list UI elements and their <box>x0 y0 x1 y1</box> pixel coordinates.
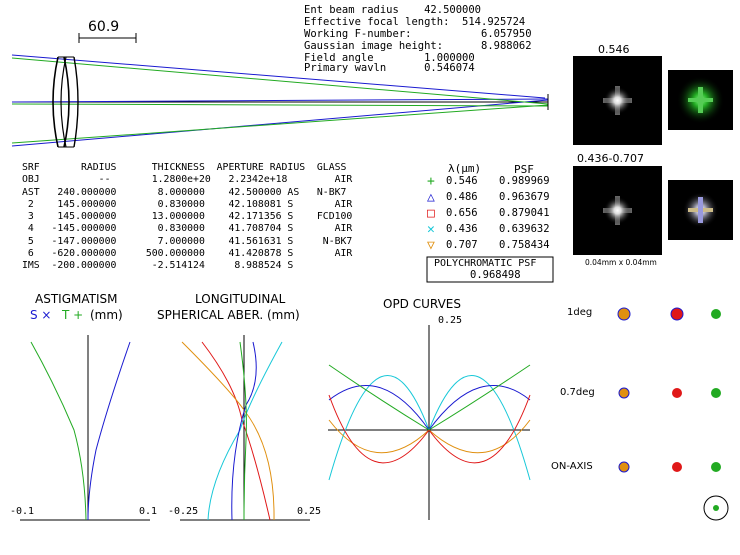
working-f-number: Working F-number: 6.057950 <box>304 28 532 40</box>
spot-label-on-axis: ON-AXIS <box>551 461 593 472</box>
psf-wavelength: 0.707 <box>446 239 478 251</box>
psf-value: 0.879041 <box>499 207 550 219</box>
psf-symbol: + <box>427 174 435 189</box>
psf-value: 0.989969 <box>499 175 550 187</box>
psf-wavelength: 0.656 <box>446 207 478 219</box>
astigmatism-title: ASTIGMATISM <box>35 292 118 306</box>
astig-legend-s: S × <box>30 308 52 322</box>
longitudinal-title: LONGITUDINAL <box>195 292 286 306</box>
astig-legend-t: T + <box>62 308 84 322</box>
table-row: 4 -145.000000 0.830000 41.708704 S AIR <box>22 223 353 235</box>
psf-value: 0.963679 <box>499 191 550 203</box>
psf-label-bottom: 0.436-0.707 <box>577 152 644 165</box>
scale-bar-label: 60.9 <box>88 19 120 35</box>
psf-symbol: △ <box>427 190 435 205</box>
opd-title: OPD CURVES <box>383 297 461 311</box>
long-xmax-label: 0.25 <box>297 506 322 517</box>
spot-diagram-on-axis <box>618 461 729 521</box>
primary-wavelength: Primary wavln 0.546074 <box>304 62 475 74</box>
psf-image-color-bottom <box>668 180 733 240</box>
psf-wavelength: 0.486 <box>446 191 478 203</box>
psf-label-top: 0.546 <box>598 43 630 56</box>
spot-diagram-07deg <box>618 387 721 399</box>
ent-beam-radius: Ent beam radius 42.500000 <box>304 4 482 16</box>
psf-image-color-top <box>668 70 733 130</box>
psf-symbol: ✕ <box>427 222 435 237</box>
table-row: OBJ -- 1.2800e+20 2.2342e+18 AIR <box>22 174 353 186</box>
table-row: 3 145.000000 13.000000 42.171356 S FCD10… <box>22 211 353 223</box>
psf-scale-label: 0.04mm x 0.04mm <box>585 258 657 267</box>
psf-color-glow-bottom <box>682 192 719 228</box>
table-row: IMS -200.000000 -2.514124 8.988524 S <box>22 260 294 272</box>
astig-xmin-label: -0.1 <box>10 506 35 517</box>
psf-value: 0.639632 <box>499 223 550 235</box>
astig-xmax-label: 0.1 <box>139 506 158 517</box>
surface-table-header: SRF RADIUS THICKNESS APERTURE RADIUS GLA… <box>22 162 347 173</box>
table-row: 2 145.000000 0.830000 42.108081 S AIR <box>22 198 353 210</box>
poly-psf-value: 0.968498 <box>470 269 521 281</box>
psf-symbol: ▽ <box>427 238 435 253</box>
psf-wavelength: 0.546 <box>446 175 478 187</box>
astig-legend-unit: (mm) <box>90 308 123 322</box>
long-xmin-label: -0.25 <box>168 506 199 517</box>
psf-value: 0.758434 <box>499 239 550 251</box>
table-row: AST 240.000000 8.000000 42.500000 AS N-B… <box>22 186 347 198</box>
psf-col-wavelength: λ(μm) <box>448 162 482 175</box>
psf-col-psf: PSF <box>514 163 534 176</box>
spherical-aber-title: SPHERICAL ABER. (mm) <box>157 308 300 322</box>
gaussian-image-height: Gaussian image height: 8.988062 <box>304 40 532 52</box>
psf-wavelength: 0.436 <box>446 223 478 235</box>
poly-psf-label: POLYCHROMATIC PSF <box>434 258 537 269</box>
psf-symbol: □ <box>427 206 435 221</box>
spot-label-1deg: 1deg <box>567 307 593 318</box>
psf-color-glow-top <box>676 76 725 124</box>
psf-poly-glow <box>603 196 632 225</box>
psf-image-poly <box>573 166 662 255</box>
psf-mono-glow <box>603 86 632 115</box>
psf-image-mono <box>573 56 662 145</box>
spot-diagram-1deg <box>617 307 721 321</box>
effective-focal-length: Effective focal length: 514.925724 <box>304 16 526 28</box>
table-row: 6 -620.000000 500.000000 41.420878 S AIR <box>22 248 353 260</box>
table-row: 5 -147.000000 7.000000 41.561631 S N-BK7 <box>22 235 353 247</box>
field-angle: Field angle 1.000000 <box>304 52 475 64</box>
spot-label-07deg: 0.7deg <box>560 387 595 398</box>
surface-table: SRF RADIUS THICKNESS APERTURE RADIUS GLA… <box>22 162 352 273</box>
opd-ymax-label: 0.25 <box>438 315 463 326</box>
